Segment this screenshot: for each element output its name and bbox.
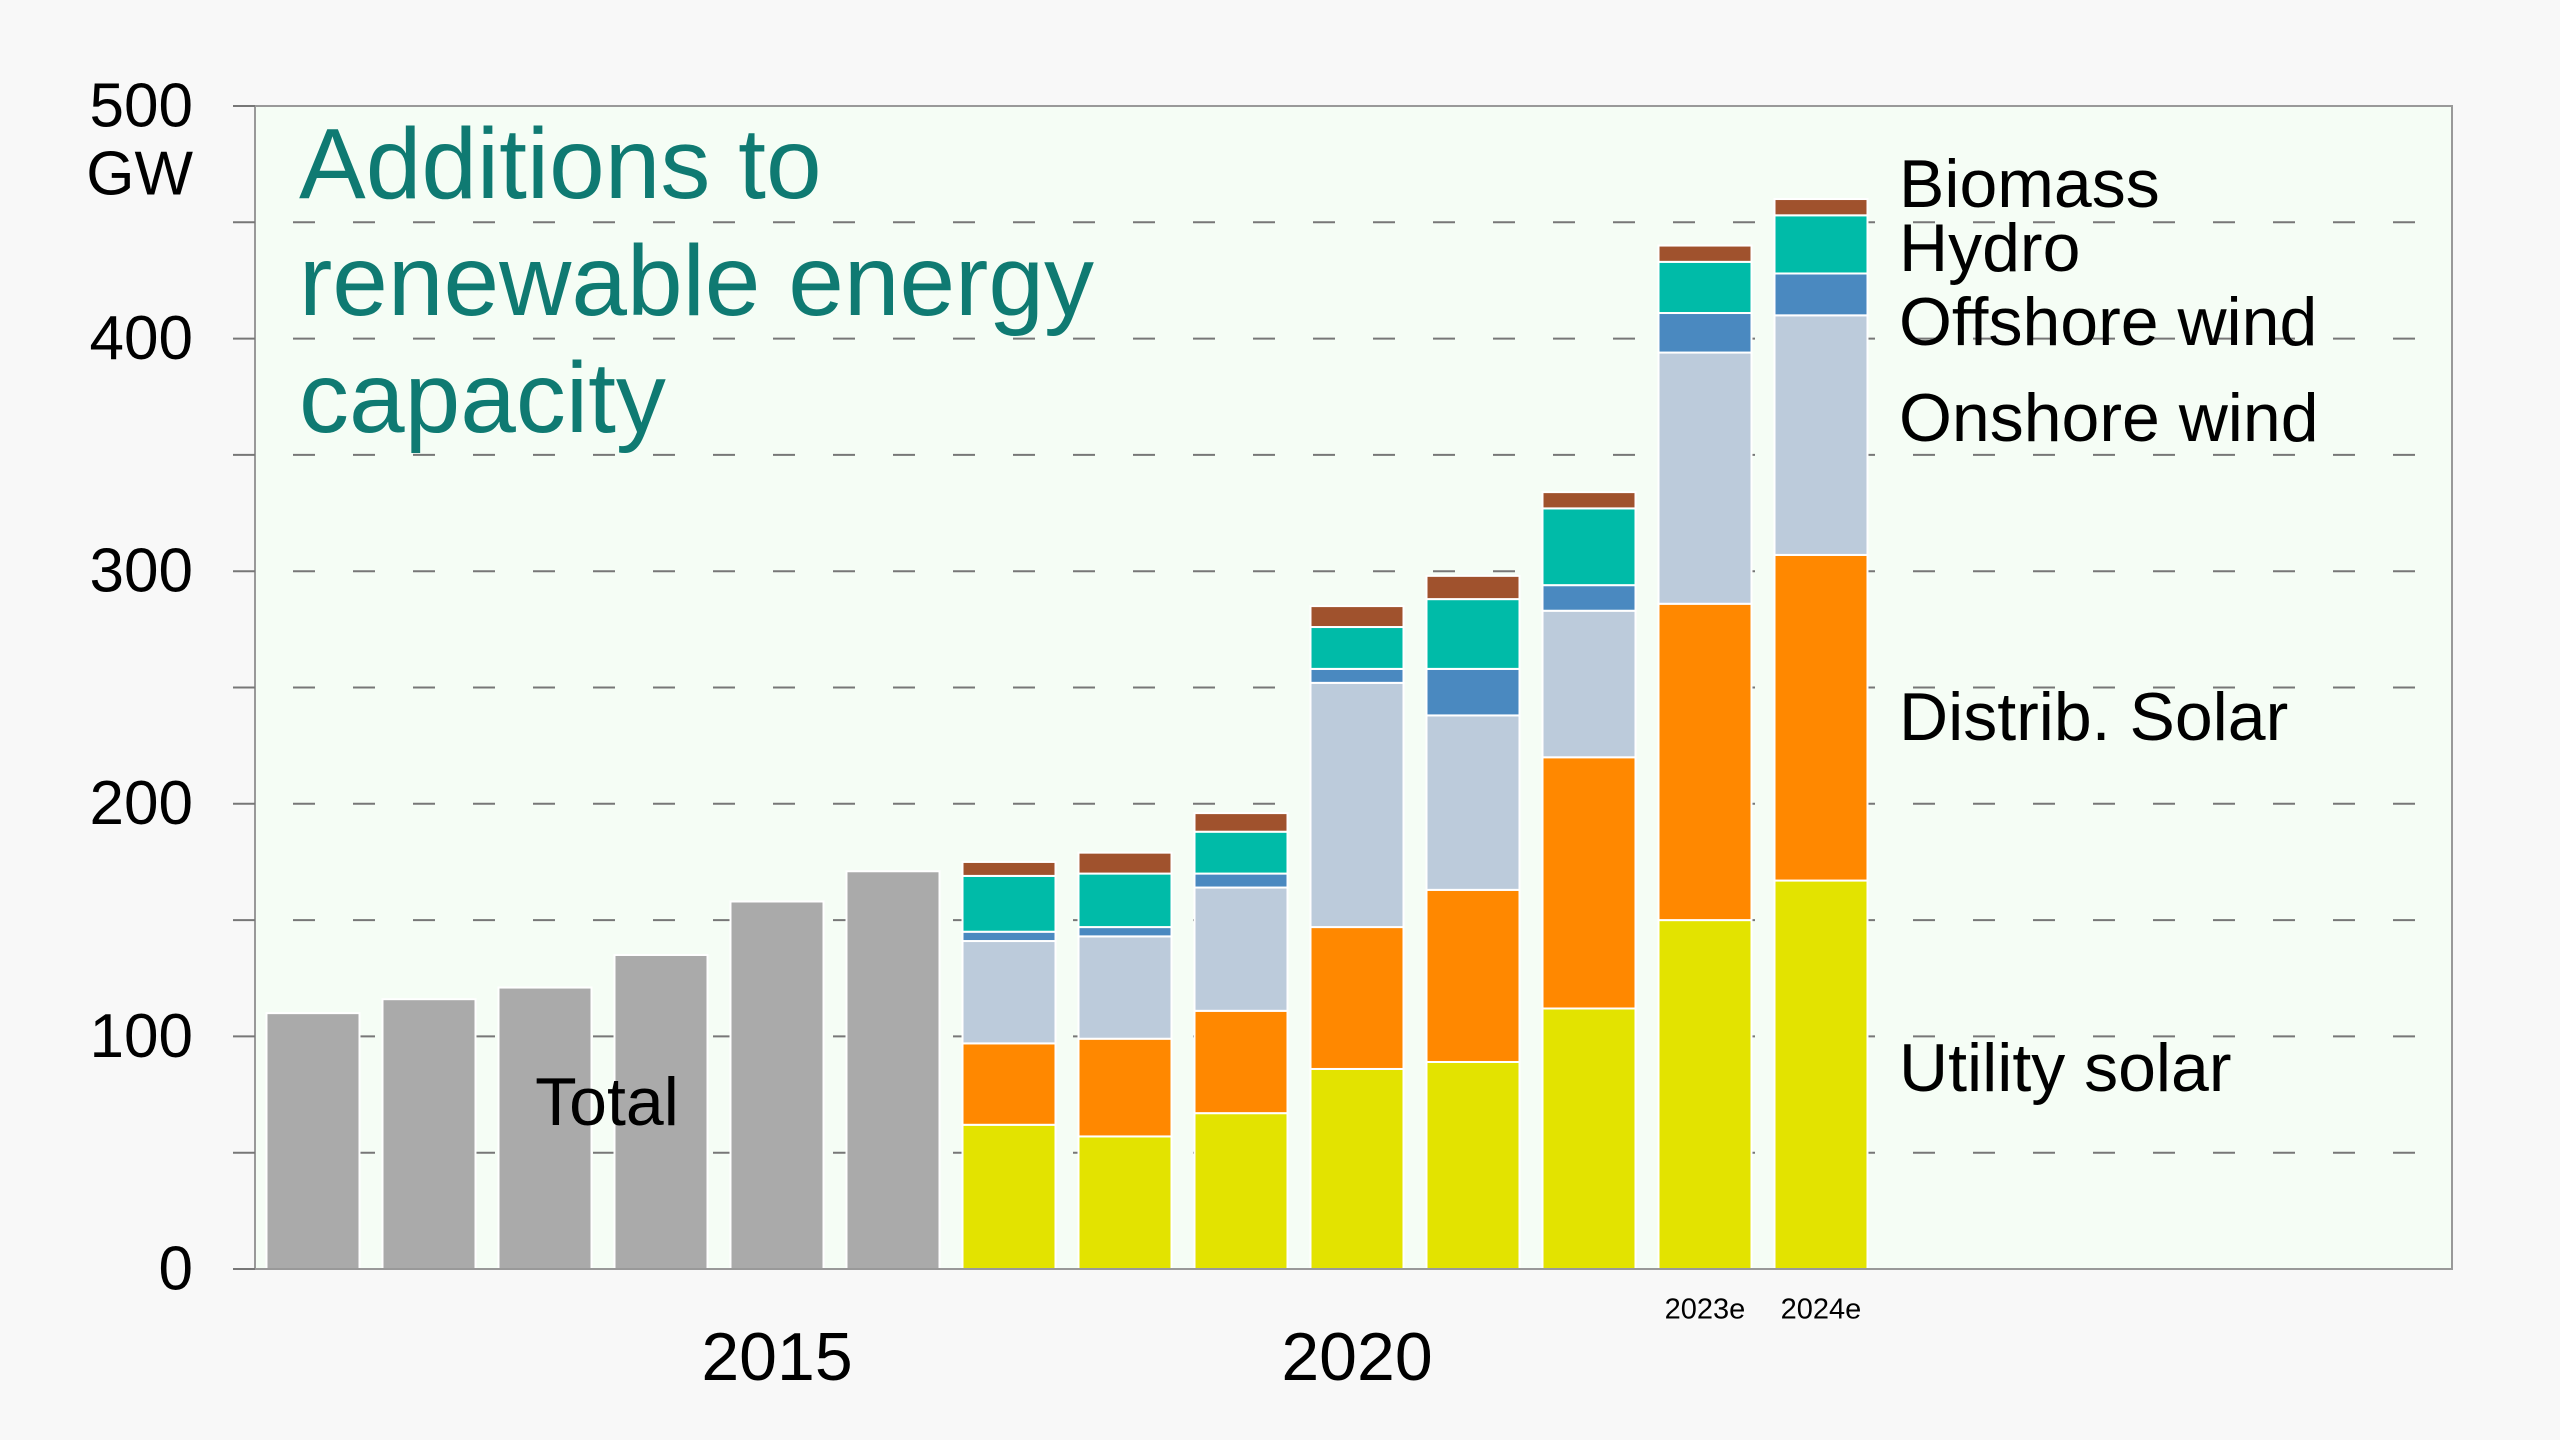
bar-segment bbox=[1773, 553, 1869, 882]
bar-segment bbox=[1773, 879, 1869, 1270]
bar-segment bbox=[1773, 314, 1869, 556]
bar-segment bbox=[1657, 244, 1753, 263]
bar-segment bbox=[613, 953, 709, 1270]
y-tick-label: 0 bbox=[159, 1234, 193, 1303]
bar-segment bbox=[1193, 1112, 1289, 1270]
bar-segment bbox=[1309, 926, 1405, 1070]
bar-segment bbox=[961, 1123, 1057, 1270]
bar-segment bbox=[381, 998, 477, 1271]
bar-segment bbox=[1657, 312, 1753, 354]
bar-segment bbox=[961, 874, 1057, 933]
bar-segment bbox=[1541, 491, 1637, 510]
bar-segment bbox=[1309, 667, 1405, 684]
bar-segment bbox=[1541, 609, 1637, 759]
bar-segment bbox=[1541, 1007, 1637, 1270]
bar-segment bbox=[1425, 598, 1521, 670]
bar-segment bbox=[1077, 872, 1173, 929]
bar-segment bbox=[729, 900, 825, 1270]
bar-segment bbox=[1773, 198, 1869, 217]
series-label: Total bbox=[535, 1064, 679, 1140]
bar-segment bbox=[1425, 714, 1521, 891]
series-label: Onshore wind bbox=[1899, 380, 2319, 456]
bar-segment bbox=[1193, 812, 1289, 833]
y-tick-label: 300 bbox=[90, 537, 193, 606]
bar-segment bbox=[1309, 681, 1405, 929]
bar-segment bbox=[845, 870, 941, 1271]
bar-segment bbox=[1425, 1060, 1521, 1270]
bar-segment bbox=[961, 860, 1057, 877]
bar-segment bbox=[1541, 507, 1637, 587]
bar-segment bbox=[1193, 1009, 1289, 1115]
bar-segment bbox=[497, 986, 593, 1271]
bar-segment bbox=[1309, 626, 1405, 670]
bar-segment bbox=[1773, 214, 1869, 275]
chart-title: Additions to renewable energy capacity bbox=[299, 108, 1094, 454]
bar-segment bbox=[1193, 830, 1289, 875]
bar-segment bbox=[1425, 888, 1521, 1063]
bar-segment bbox=[1657, 919, 1753, 1270]
bar-segment bbox=[1309, 1067, 1405, 1270]
x-tick-label: 2023e bbox=[1665, 1294, 1746, 1326]
bar-segment bbox=[1657, 260, 1753, 315]
series-label: Distrib. Solar bbox=[1899, 679, 2288, 755]
series-label: Biomass bbox=[1899, 146, 2160, 222]
bar-segment bbox=[1425, 667, 1521, 717]
bar-segment bbox=[1773, 272, 1869, 317]
y-tick-label: 200 bbox=[90, 769, 193, 838]
bar-segment bbox=[961, 940, 1057, 1045]
x-tick-label: 2024e bbox=[1781, 1294, 1862, 1326]
bar-segment bbox=[1657, 351, 1753, 605]
bar-segment bbox=[1657, 602, 1753, 922]
bar-segment bbox=[1077, 1135, 1173, 1270]
series-label: Hydro bbox=[1899, 210, 2080, 286]
bar-segment bbox=[1077, 926, 1173, 938]
series-label: Utility solar bbox=[1899, 1030, 2232, 1106]
bar-segment bbox=[265, 1012, 361, 1271]
y-tick-label: 500 bbox=[90, 71, 193, 140]
y-unit: GW bbox=[86, 139, 193, 208]
x-tick-label: 2020 bbox=[1281, 1319, 1432, 1395]
bar-segment bbox=[961, 1042, 1057, 1126]
bar-segment bbox=[1425, 574, 1521, 601]
bar-segment bbox=[1077, 935, 1173, 1040]
y-tick-label: 400 bbox=[90, 304, 193, 373]
bar-segment bbox=[1309, 605, 1405, 629]
bar-segment bbox=[1193, 886, 1289, 1012]
bar-segment bbox=[961, 930, 1057, 943]
bar-segment bbox=[1541, 756, 1637, 1010]
bar-segment bbox=[1077, 851, 1173, 875]
series-label: Offshore wind bbox=[1899, 284, 2317, 360]
y-tick-label: 100 bbox=[90, 1002, 193, 1071]
bar-segment bbox=[1077, 1037, 1173, 1138]
bar-segment bbox=[1193, 872, 1289, 889]
bar-segment bbox=[1541, 584, 1637, 612]
x-tick-label: 2015 bbox=[701, 1319, 852, 1395]
